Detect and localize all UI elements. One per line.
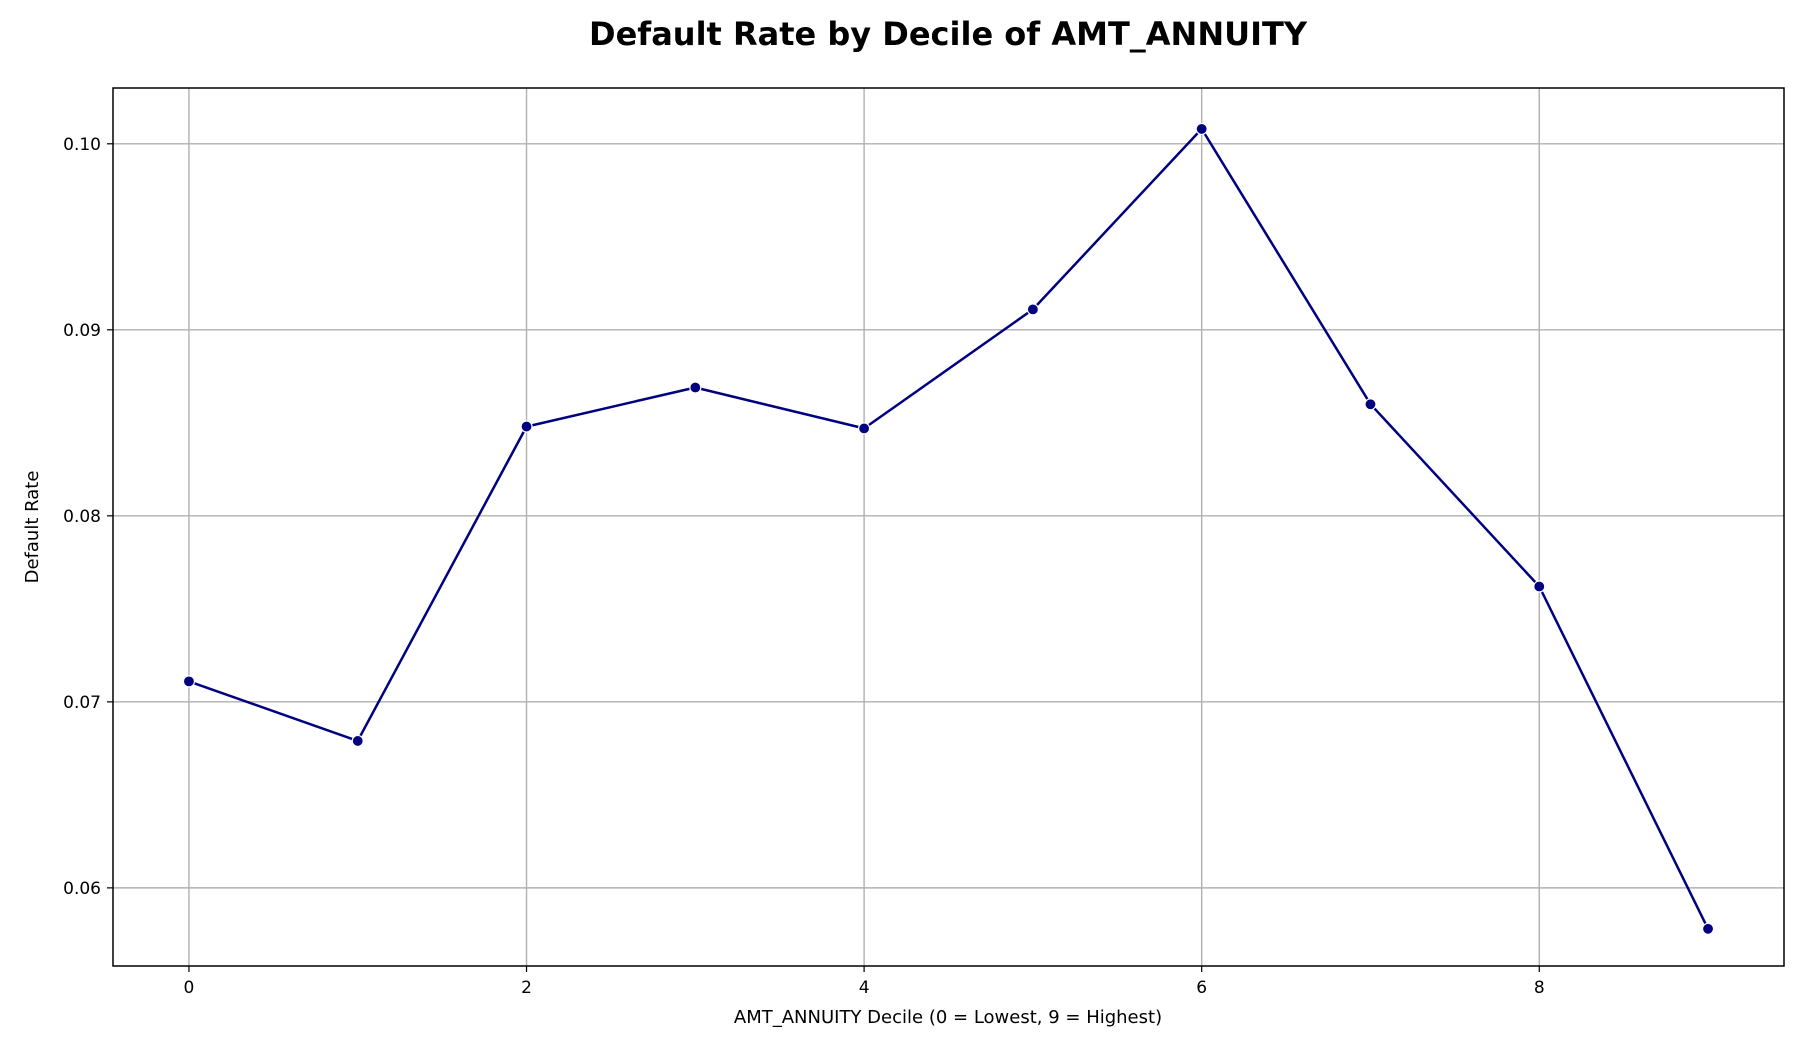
y-tick-label: 0.07 <box>63 693 101 713</box>
x-tick-label: 2 <box>521 978 532 998</box>
y-tick-label: 0.09 <box>63 321 101 341</box>
x-axis-label: AMT_ANNUITY Decile (0 = Lowest, 9 = High… <box>734 1007 1162 1028</box>
grid <box>113 88 1784 966</box>
data-point <box>1701 922 1715 935</box>
data-point <box>182 675 196 688</box>
data-point <box>689 381 702 394</box>
y-tick-label: 0.06 <box>63 879 101 899</box>
y-tick-label: 0.10 <box>63 135 101 155</box>
series-line <box>188 127 1710 930</box>
x-tick-label: 6 <box>1196 978 1207 998</box>
x-tick-label: 4 <box>859 978 870 998</box>
data-point <box>1533 580 1546 593</box>
data-point <box>858 422 871 435</box>
y-tick-label: 0.08 <box>63 507 101 527</box>
data-point <box>351 734 364 748</box>
plot-frame <box>112 87 1785 967</box>
ticks: 0 2 4 6 8 0.06 0.07 0.08 0.09 0.10 <box>63 135 1545 998</box>
data-point <box>1364 398 1377 411</box>
data-point <box>1195 122 1208 136</box>
x-tick-label: 8 <box>1534 978 1545 998</box>
data-point <box>520 420 533 433</box>
data-point <box>1026 303 1039 316</box>
x-tick-label: 0 <box>184 978 195 998</box>
series <box>182 122 1715 935</box>
chart-title: Default Rate by Decile of AMT_ANNUITY <box>589 15 1308 53</box>
y-axis-label: Default Rate <box>22 471 43 584</box>
